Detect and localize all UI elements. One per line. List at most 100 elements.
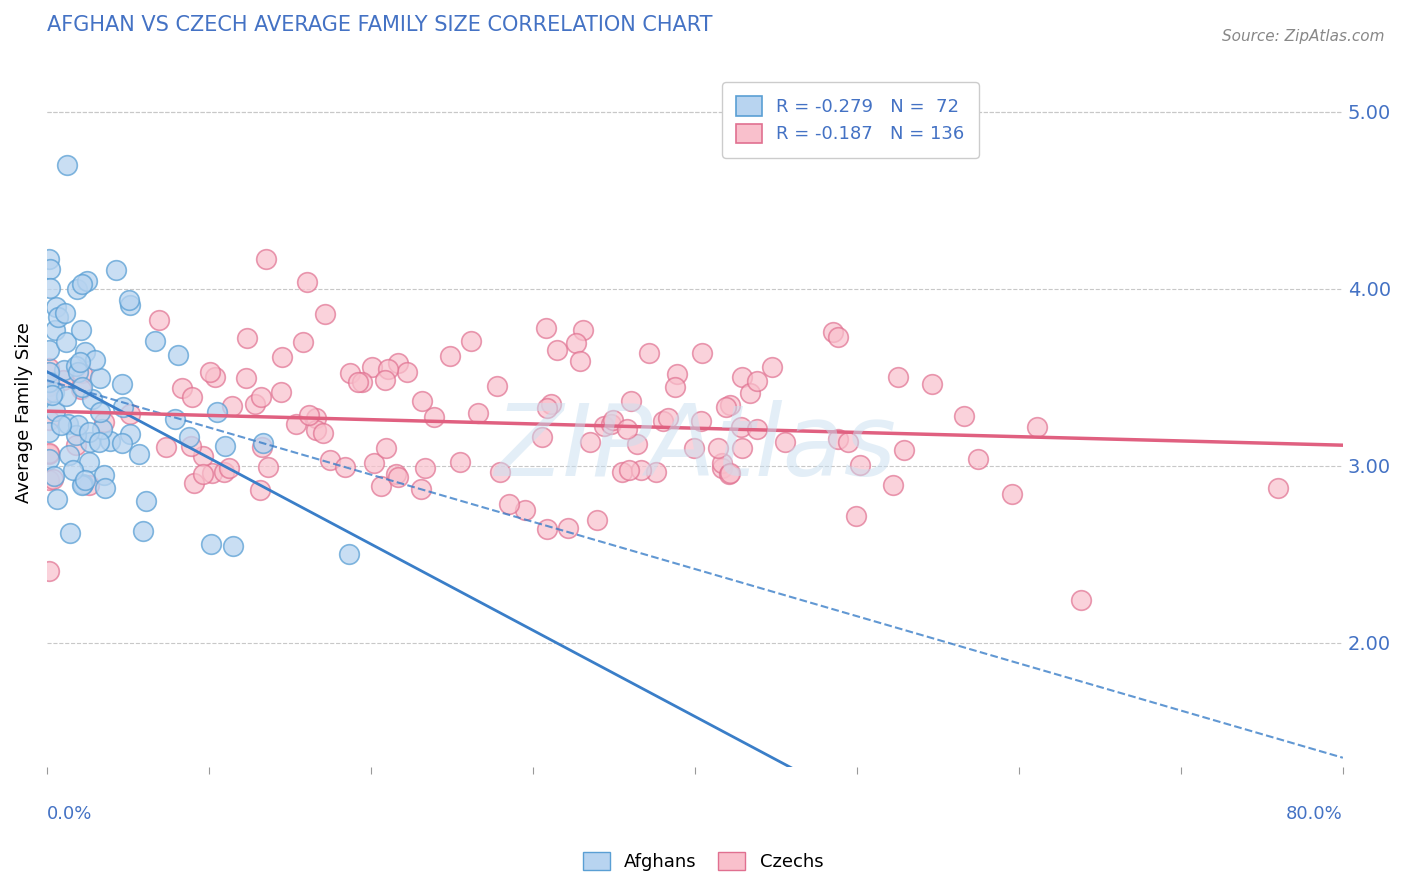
Point xyxy=(42,385,65,400)
Point xyxy=(166,348,188,362)
Point xyxy=(745,374,768,388)
Point xyxy=(70,478,93,492)
Point xyxy=(572,323,595,337)
Point xyxy=(827,432,849,446)
Point xyxy=(155,440,177,454)
Point xyxy=(657,410,679,425)
Point xyxy=(375,442,398,456)
Point xyxy=(449,455,471,469)
Point xyxy=(200,537,222,551)
Point xyxy=(540,397,562,411)
Point xyxy=(711,461,734,475)
Point xyxy=(38,281,60,295)
Point xyxy=(77,455,100,469)
Point xyxy=(314,307,336,321)
Point xyxy=(592,419,614,434)
Point xyxy=(837,434,859,449)
Point xyxy=(45,492,67,507)
Point xyxy=(67,365,90,379)
Point xyxy=(377,361,399,376)
Point xyxy=(690,346,713,360)
Point xyxy=(65,438,87,452)
Point xyxy=(707,442,730,456)
Point xyxy=(651,414,673,428)
Point xyxy=(489,465,512,479)
Point xyxy=(69,355,91,369)
Point xyxy=(599,417,621,431)
Point xyxy=(38,379,60,393)
Point xyxy=(66,282,89,296)
Point xyxy=(546,343,568,357)
Point xyxy=(93,467,115,482)
Point xyxy=(55,389,77,403)
Point xyxy=(384,467,406,482)
Point xyxy=(617,463,640,477)
Point xyxy=(214,466,236,480)
Point xyxy=(953,409,976,423)
Point xyxy=(38,452,60,467)
Point xyxy=(731,442,754,456)
Point xyxy=(882,477,904,491)
Point xyxy=(568,354,591,368)
Point xyxy=(77,478,100,492)
Legend: Afghans, Czechs: Afghans, Czechs xyxy=(575,845,831,879)
Point xyxy=(70,277,93,291)
Point xyxy=(409,483,432,497)
Point xyxy=(361,359,384,374)
Point xyxy=(363,456,385,470)
Point xyxy=(201,466,224,480)
Point xyxy=(1026,419,1049,434)
Point xyxy=(271,350,294,364)
Point xyxy=(89,434,111,449)
Point xyxy=(38,385,60,400)
Point xyxy=(557,521,579,535)
Point xyxy=(89,405,111,419)
Point xyxy=(42,472,65,486)
Point xyxy=(921,376,943,391)
Point xyxy=(72,476,94,491)
Point xyxy=(967,451,990,466)
Point xyxy=(75,473,97,487)
Point xyxy=(128,447,150,461)
Point xyxy=(98,434,121,449)
Point xyxy=(62,463,84,477)
Point xyxy=(616,421,638,435)
Point xyxy=(183,476,205,491)
Point xyxy=(1001,487,1024,501)
Y-axis label: Average Family Size: Average Family Size xyxy=(15,322,32,503)
Point xyxy=(135,494,157,508)
Point xyxy=(38,413,60,427)
Point xyxy=(118,407,141,421)
Point xyxy=(716,400,738,414)
Point xyxy=(77,425,100,440)
Point xyxy=(41,388,63,402)
Point xyxy=(93,415,115,429)
Point xyxy=(602,413,624,427)
Point xyxy=(58,448,80,462)
Point xyxy=(38,446,60,460)
Point xyxy=(56,417,79,431)
Point xyxy=(65,428,87,442)
Point xyxy=(148,313,170,327)
Point xyxy=(254,252,277,266)
Point xyxy=(118,298,141,312)
Point xyxy=(467,406,489,420)
Point xyxy=(849,458,872,472)
Point xyxy=(94,481,117,495)
Point xyxy=(305,410,328,425)
Point xyxy=(305,423,328,437)
Point xyxy=(337,547,360,561)
Point xyxy=(179,430,201,444)
Point xyxy=(717,467,740,481)
Point xyxy=(690,414,713,428)
Point xyxy=(718,398,741,412)
Point xyxy=(111,376,134,391)
Point xyxy=(145,334,167,348)
Point xyxy=(82,392,104,407)
Point xyxy=(718,466,741,480)
Point xyxy=(682,441,704,455)
Point xyxy=(38,564,60,578)
Point xyxy=(91,422,114,436)
Point xyxy=(285,417,308,431)
Point xyxy=(730,419,752,434)
